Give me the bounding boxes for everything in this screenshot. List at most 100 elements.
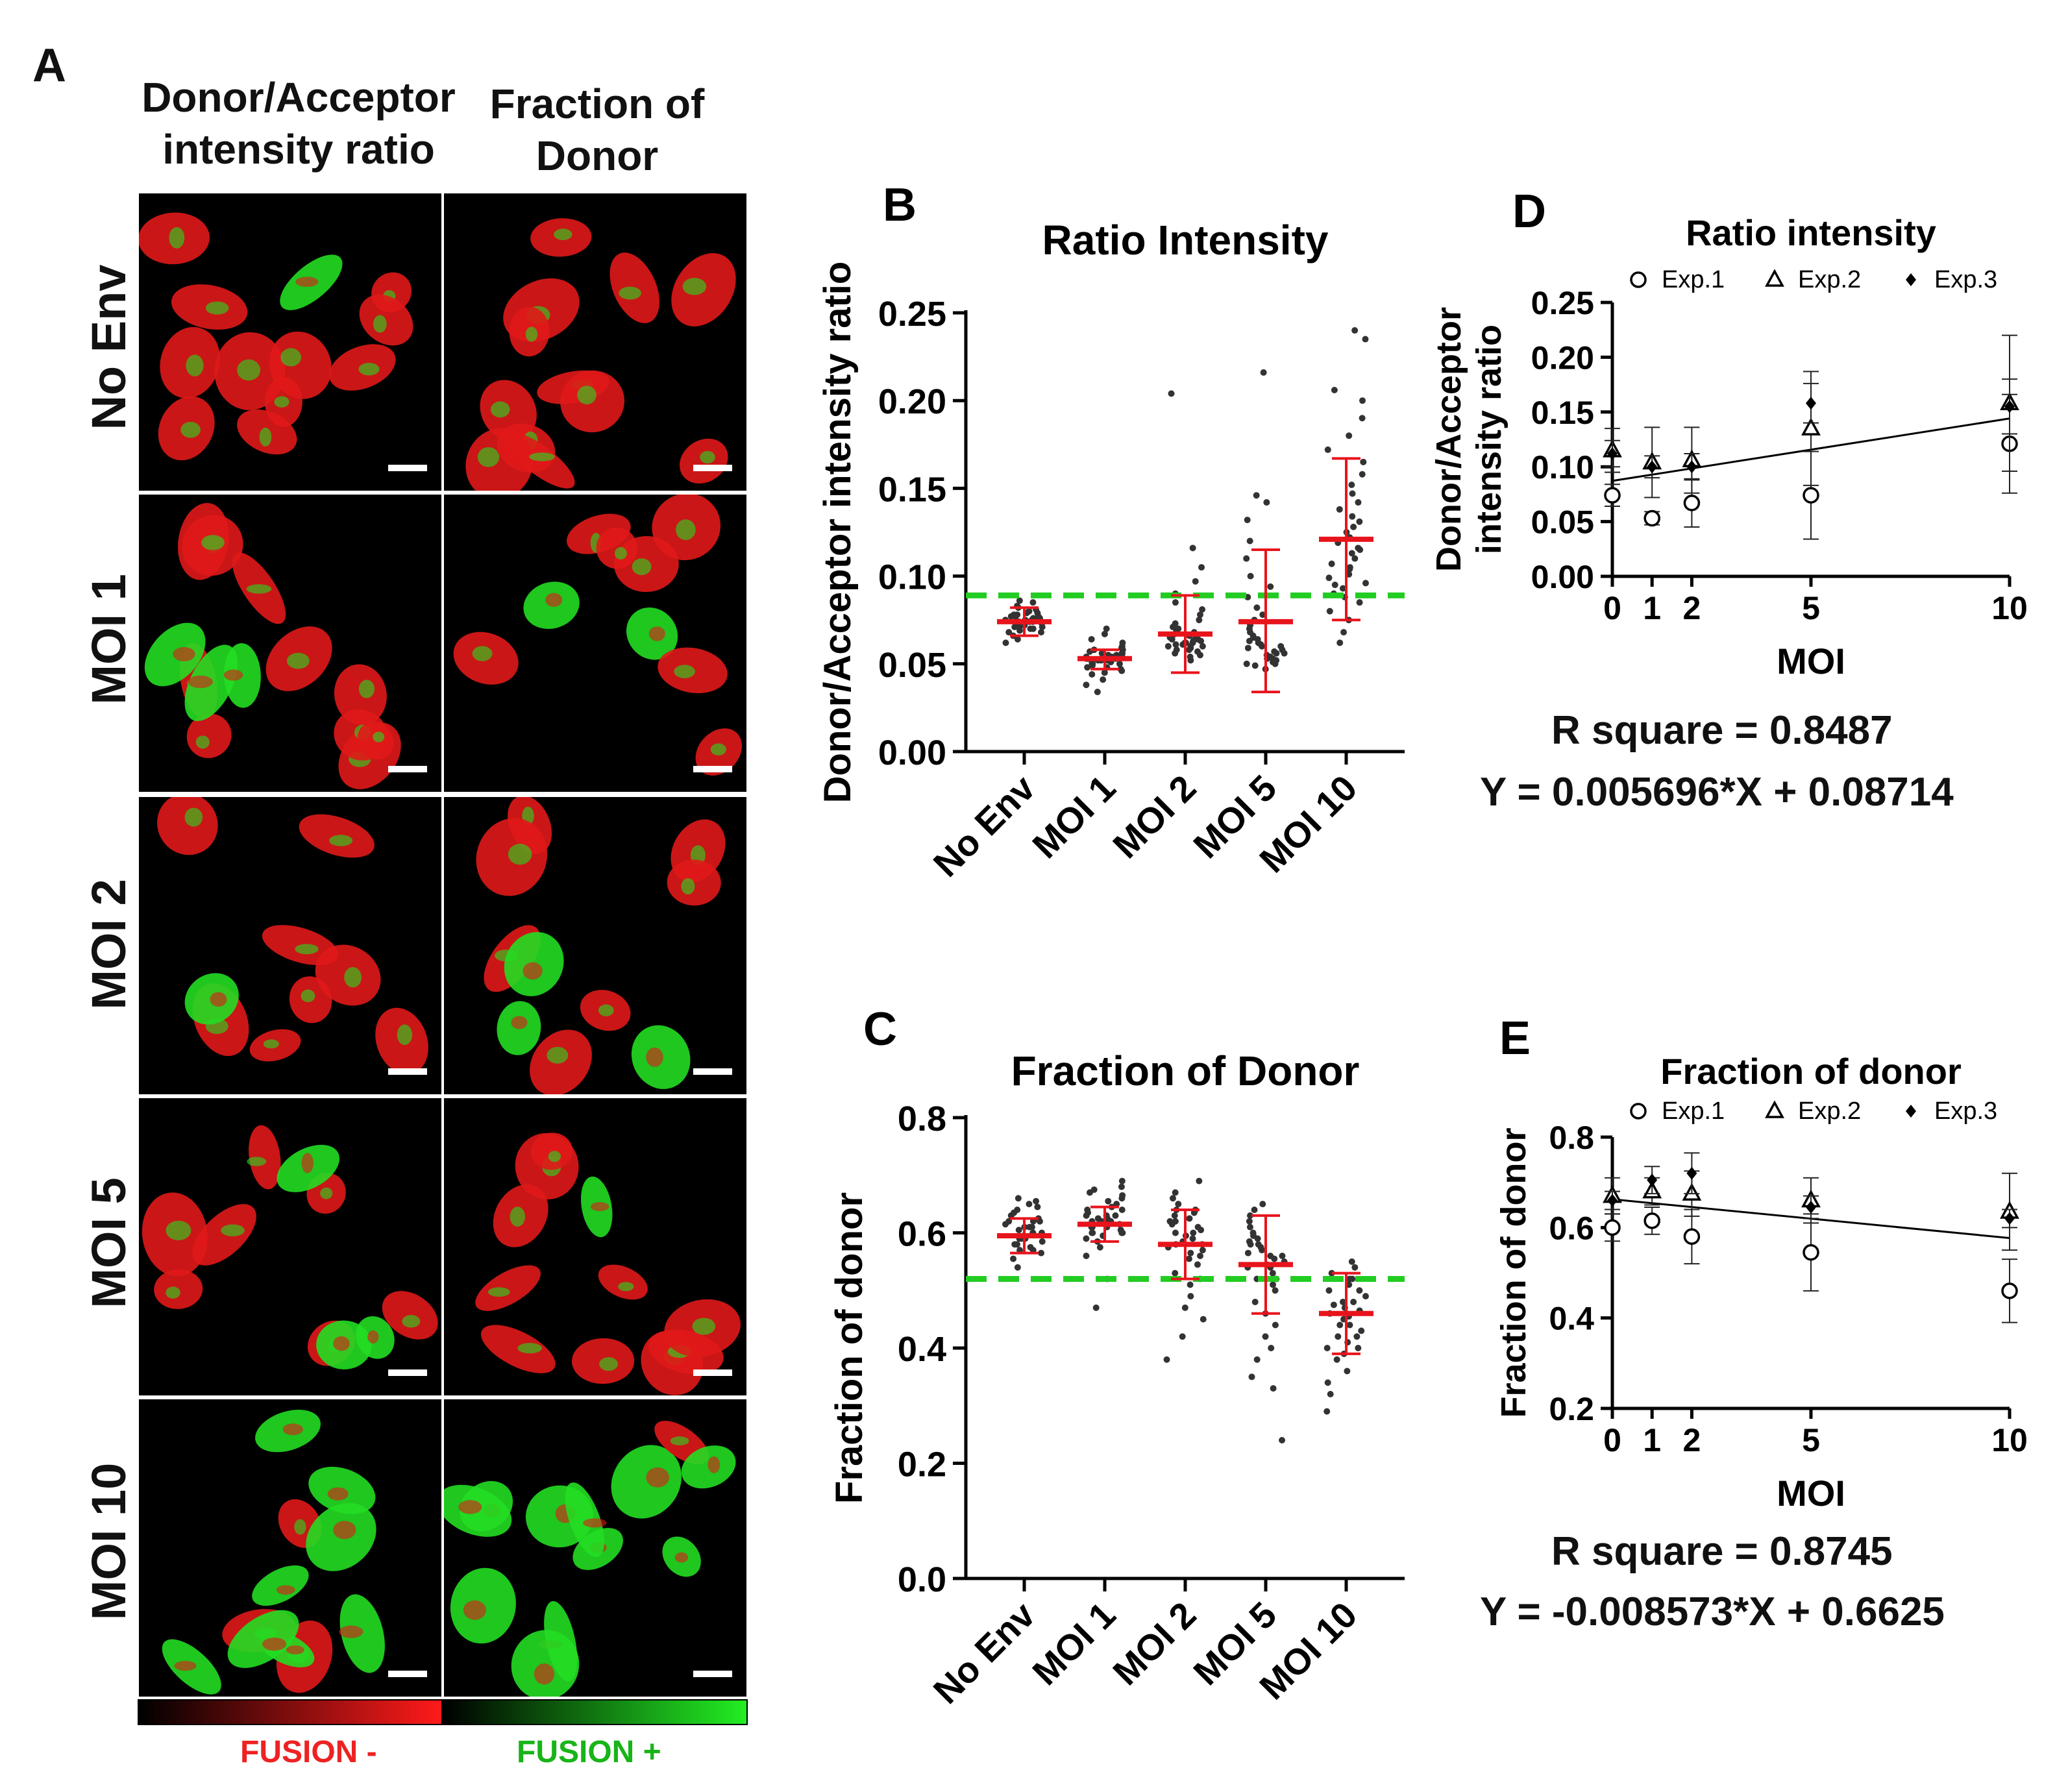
data-point [1033,1197,1040,1205]
data-point [1100,676,1107,683]
y-tick-label: 0.20 [878,382,946,421]
cell-speckle [632,558,652,576]
cells-layer [476,797,726,1094]
y-tick-label: 0.6 [898,1215,946,1254]
data-point [1190,1229,1197,1236]
cell-speckle [237,359,261,381]
data-point [1683,1228,1701,1246]
cell-speckle [510,1207,526,1227]
cell-speckle [682,278,707,295]
data-point [1187,1293,1194,1300]
data-point [1172,1229,1179,1236]
y-axis-label: Fraction of donor [828,1192,870,1504]
colorbar-fusion-negative [138,1699,443,1725]
cell-speckle [463,1600,486,1620]
data-point [1246,1223,1253,1231]
data-point [1247,1212,1254,1219]
x-axis-label: MOI [1777,1473,1845,1514]
cell-speckle [276,1585,295,1595]
data-point [1260,369,1267,376]
cell-speckle [599,1357,619,1371]
data-point [1324,446,1331,453]
legend-label: Exp.3 [1934,266,1997,293]
cell-speckle [286,1645,304,1654]
data-point [1333,1356,1340,1363]
data-point [1255,1241,1262,1248]
cell-speckle [402,1314,421,1328]
data-point [1344,1368,1351,1375]
data-point [2004,400,2015,413]
data-point [1643,1212,1660,1229]
data-point [1359,471,1366,478]
data-point [1002,639,1009,646]
data-point [1185,1255,1192,1262]
y-tick-label: 0.20 [1531,339,1594,376]
panel-a-letter: A [32,40,66,92]
fused-cell [565,1482,604,1558]
y-tick-label: 0.25 [878,295,946,334]
data-point [1092,1304,1100,1311]
cell-speckle [166,1286,180,1299]
data-point [1187,643,1194,650]
data-point [1084,664,1091,671]
data-point [1259,611,1266,619]
y-tick-label: 0.00 [1531,559,1594,595]
data-point [1323,1345,1331,1351]
data-point [1083,1235,1090,1242]
data-point [1189,1235,1196,1242]
data-point [1096,1244,1103,1251]
panel-d-r-square: R square = 0.8487 [1551,708,1893,753]
data-point [1348,550,1355,557]
y-tick-label: 0.10 [878,558,946,597]
data-point [1263,499,1270,506]
cell-speckle [487,1287,510,1297]
y-tick-label: 0.15 [1531,395,1594,431]
cell-speckle [173,646,195,661]
cell-speckle [397,1024,413,1046]
cell-speckle [195,735,210,749]
data-point [1119,639,1126,646]
unfused-cell [359,294,413,346]
y-axis-label: Donor/Acceptor [1429,307,1468,572]
y-tick-label: 0.00 [878,733,946,772]
data-point [1015,1227,1022,1234]
data-point [1331,386,1338,393]
data-point [1090,1186,1098,1193]
y-tick-label: 0.8 [898,1099,946,1138]
data-point [1175,625,1182,632]
data-point [1607,1194,1618,1207]
cell-speckle [708,1456,720,1473]
cell-speckle [529,452,555,461]
x-tick-label: MOI 2 [1105,767,1203,866]
microscopy-image [444,1098,746,1395]
y-axis-label: Fraction of donor [1494,1128,1533,1418]
panel-d-equation: Y = 0.005696*X + 0.08714 [1480,770,1954,815]
y-tick-label: 0.25 [1531,285,1594,321]
cell-speckle [180,421,201,438]
cell-speckle [188,675,213,689]
data-point [1243,555,1250,562]
data-point [1189,545,1196,552]
data-point [1262,1333,1269,1340]
scale-bar [388,766,427,772]
y-tick-label: 0.10 [1531,449,1594,485]
cell-speckle [554,228,572,240]
data-point [1029,599,1037,606]
data-point [1346,1321,1353,1329]
scale-bar [693,1671,732,1677]
x-tick-label: 2 [1682,1422,1701,1458]
fusion-positive-label: FUSION + [517,1735,661,1769]
x-tick-label: MOI 1 [1024,1594,1123,1693]
chart-title: Ratio intensity [1686,212,1936,253]
colorbar-fusion-positive [443,1699,748,1725]
data-point [1803,1244,1819,1261]
data-point [1323,1408,1331,1415]
chart-title: Ratio Intensity [1042,217,1329,264]
cell-speckle [373,315,387,333]
data-point [1199,1247,1206,1254]
data-point [1014,635,1021,643]
cell-speckle [286,652,310,669]
fusion-negative-label: FUSION - [240,1735,377,1769]
data-point [1194,648,1201,655]
data-point [1187,653,1194,660]
